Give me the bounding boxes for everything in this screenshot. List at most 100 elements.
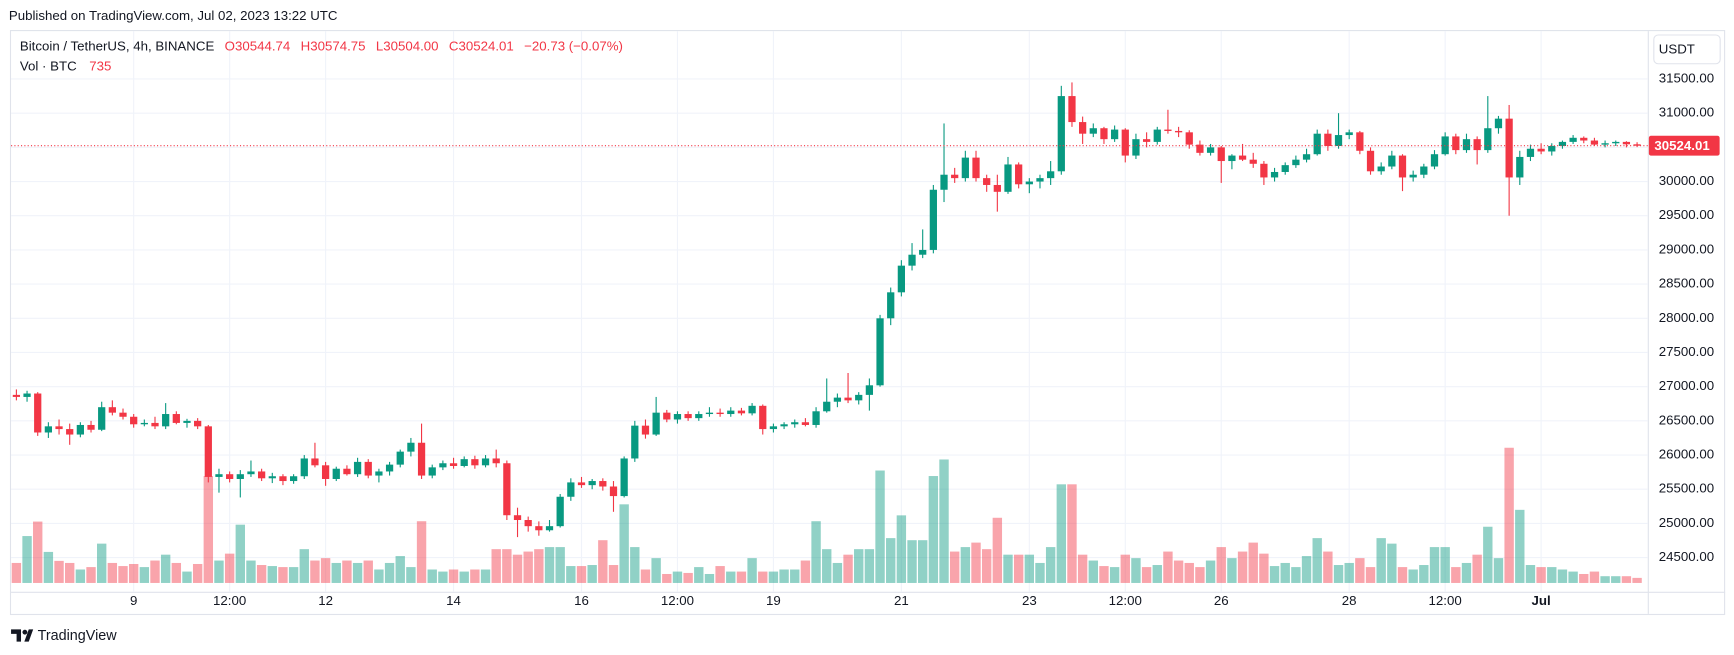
candle-body (162, 414, 170, 427)
candle-body (1089, 128, 1097, 134)
volume-bar (246, 560, 256, 583)
volume-bar (470, 569, 480, 583)
candle-body (588, 481, 596, 486)
candle-body (663, 412, 671, 420)
candle-body (1484, 128, 1492, 151)
volume-bar (736, 571, 747, 583)
candle-body (1601, 143, 1609, 145)
volume-bar (1515, 509, 1525, 583)
candle-body (215, 474, 223, 477)
candle-body (1324, 133, 1332, 146)
volume-bar (907, 540, 917, 583)
candle-body (1228, 155, 1236, 162)
volume-bar (1077, 554, 1088, 583)
volume-bar (768, 571, 779, 583)
candle-body (983, 178, 991, 185)
last-price-label: 30524.01 (1654, 138, 1710, 153)
candle-body (1537, 148, 1545, 152)
currency-box[interactable] (1653, 34, 1721, 65)
volume-bar (288, 567, 299, 583)
candle-body (1249, 159, 1257, 164)
candle-body (887, 292, 895, 319)
volume-bar (960, 547, 971, 583)
candle-body (34, 393, 42, 433)
volume-bar (1280, 562, 1290, 583)
volume-bar (512, 554, 523, 583)
candle-body (1100, 128, 1108, 140)
volume-bar (811, 521, 821, 583)
logo-slash (24, 629, 34, 642)
volume-bar (1376, 538, 1386, 583)
candle-body (1505, 118, 1513, 178)
volume-bar (150, 560, 160, 583)
volume-bar (1387, 543, 1397, 583)
candle-body (1206, 147, 1215, 153)
x-tick-label: 19 (766, 593, 781, 608)
candle-body (780, 424, 788, 427)
volume-bar (1035, 562, 1045, 583)
x-tick-label: Jul (1532, 593, 1551, 608)
candle-body (289, 476, 298, 482)
volume-bar (800, 560, 811, 583)
candle-body (1612, 141, 1620, 144)
candle-body (1068, 96, 1076, 123)
candle-body (844, 397, 852, 401)
volume-bar (267, 566, 277, 583)
y-tick-label: 25000.00 (1659, 515, 1714, 530)
volume-bar (1440, 547, 1450, 583)
volume-bar (896, 515, 907, 583)
candle-body (1281, 165, 1289, 172)
volume-bar (544, 547, 555, 583)
volume-bar (1536, 567, 1546, 583)
candle-body (321, 465, 330, 479)
candle-body (76, 424, 84, 435)
volume-bar (726, 571, 736, 583)
candle-body (791, 422, 799, 425)
candle-body (1302, 154, 1311, 160)
volume-bar (448, 569, 459, 583)
candle-body (577, 482, 586, 486)
candle-body (449, 463, 458, 466)
symbol-title: Bitcoin / TetherUS, 4h, BINANCE (20, 38, 215, 53)
candle-body (1217, 147, 1225, 162)
volume-bar (1045, 547, 1056, 583)
candle-body (801, 422, 810, 425)
volume-bar (576, 566, 587, 583)
volume-bar (1493, 558, 1504, 583)
candle-body (151, 422, 159, 427)
currency-label[interactable]: USDT (1659, 41, 1695, 56)
x-tick-label: 26 (1214, 593, 1229, 608)
volume-bar (1312, 538, 1322, 583)
y-tick-label: 30000.00 (1659, 173, 1714, 188)
x-tick-label: 16 (574, 593, 589, 608)
candle-body (556, 496, 564, 527)
y-tick-label: 25500.00 (1659, 481, 1714, 496)
candle-body (1558, 141, 1567, 146)
y-tick-label: 26000.00 (1659, 447, 1714, 462)
candle-body (66, 429, 74, 435)
candle-body (481, 458, 490, 466)
candle-body (908, 254, 916, 266)
volume-bar (491, 549, 501, 583)
candle-body (1548, 145, 1556, 152)
volume-bar (1429, 547, 1440, 583)
candle-body (364, 461, 372, 476)
volume-bar (310, 560, 320, 583)
candle-body (87, 424, 95, 430)
volume-bar (1301, 556, 1312, 583)
candle-body (673, 414, 682, 420)
candle-body (1110, 129, 1119, 140)
candle-body (311, 458, 319, 466)
volume-bar (619, 504, 629, 583)
volume-bar (128, 563, 139, 583)
candle-body (1121, 129, 1129, 156)
x-tick-label: 12:00 (213, 593, 246, 608)
candle-body (972, 157, 980, 179)
volume-bar (139, 567, 150, 583)
volume-bar (1056, 484, 1066, 583)
candle-body (183, 420, 191, 423)
candle-body (1345, 132, 1353, 136)
volume-title: Vol · BTC (20, 58, 77, 73)
candle-body (1452, 136, 1460, 151)
